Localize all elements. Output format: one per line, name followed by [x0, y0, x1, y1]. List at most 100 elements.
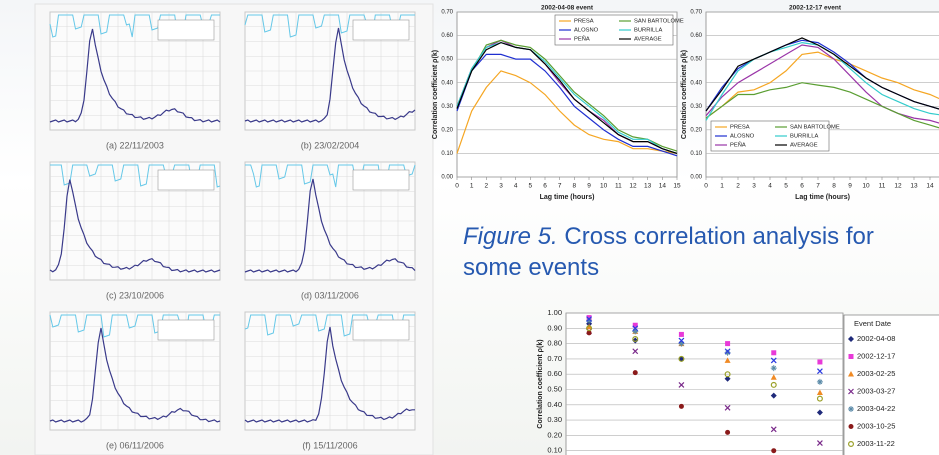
x-tick-label: 2 [736, 183, 740, 190]
point [679, 332, 684, 337]
panel-legend [158, 170, 214, 190]
legend-label: PEÑA [574, 36, 590, 43]
point [817, 359, 822, 364]
x-tick-label: 12 [894, 183, 902, 190]
x-tick-label: 8 [832, 183, 836, 190]
hydrograph-panel: (a) 22/11/2003 [50, 12, 220, 150]
y-tick-label: 0.10 [690, 151, 702, 157]
x-tick-label: 8 [573, 183, 577, 190]
panel-caption: (b) 23/02/2004 [301, 140, 360, 150]
y-tick-label: 0.20 [441, 127, 453, 133]
y-tick-label: 0.20 [690, 127, 702, 133]
legend-label: AVERAGE [634, 37, 662, 43]
legend-label: SAN BARTOLOME [790, 125, 840, 131]
legend-label: 2003-04-22 [857, 404, 895, 413]
plot-area [566, 313, 843, 455]
caption-label: Figure 5. [463, 223, 558, 250]
y-tick-label: 0.40 [441, 80, 453, 86]
x-tick-label: 11 [615, 183, 622, 190]
y-tick-label: 0.00 [690, 175, 702, 181]
legend-label: ALOSNO [574, 28, 599, 34]
x-tick-label: 7 [816, 183, 820, 190]
point [725, 430, 730, 435]
legend-label: 2002-12-17 [857, 351, 895, 360]
y-tick-label: 1.00 [547, 308, 562, 317]
y-tick-label: 0.40 [547, 400, 562, 409]
y-tick-label: 0.60 [547, 369, 562, 378]
slide: (a) 22/11/2003 (b) 23/02/2004 (c) 23/10/20… [0, 0, 939, 455]
legend-label: PEÑA [730, 142, 746, 149]
y-tick-label: 0.30 [441, 104, 453, 110]
x-tick-label: 2 [485, 183, 489, 190]
y-tick-label: 0.60 [441, 33, 453, 39]
legend-title: Event Date [854, 319, 891, 328]
legend-marker [849, 424, 854, 429]
legend-marker [849, 354, 854, 359]
y-tick-label: 0.70 [690, 10, 702, 16]
x-tick-label: 6 [800, 183, 804, 190]
legend-label: 2003-02-25 [857, 369, 895, 378]
x-tick-label: 13 [644, 183, 652, 190]
point [679, 404, 684, 409]
legend-label: SAN BARTOLOME [634, 19, 684, 25]
y-tick-label: 0.30 [547, 415, 562, 424]
x-tick-label: 1 [720, 183, 724, 190]
x-tick-label: 14 [659, 183, 667, 190]
y-tick-label: 0.60 [690, 33, 702, 39]
x-axis-label: Lag time (hours) [795, 194, 850, 201]
x-tick-label: 9 [848, 183, 852, 190]
point [725, 341, 730, 346]
hydrograph-panel: (d) 03/11/2006 [245, 162, 415, 300]
y-axis-label: Correlation coefficient ρ(k) [432, 50, 439, 139]
legend-label: BURRILLA [634, 28, 662, 34]
point [771, 350, 776, 355]
x-tick-label: 15 [673, 183, 681, 190]
x-tick-label: 10 [862, 183, 870, 190]
hydrograph-panel: (f) 15/11/2006 [245, 312, 415, 450]
hydrograph-panel: (c) 23/10/2006 [50, 162, 220, 300]
y-tick-label: 0.90 [547, 323, 562, 332]
y-tick-label: 0.50 [547, 384, 562, 393]
x-tick-label: 5 [529, 183, 533, 190]
y-tick-label: 0.50 [690, 57, 702, 63]
panel-caption: (f) 15/11/2006 [302, 440, 357, 450]
y-tick-label: 0.30 [690, 104, 702, 110]
panel-caption: (e) 06/11/2006 [106, 440, 164, 450]
legend-label: PRESA [730, 125, 750, 131]
legend-label: BURRILLA [790, 134, 818, 140]
x-tick-label: 14 [926, 183, 934, 190]
chart: 0.000.100.200.300.400.500.600.700.800.90… [537, 308, 939, 455]
legend-label: 2002-04-08 [857, 334, 895, 343]
panel-legend [353, 20, 409, 40]
chart-title: 2002-04-08 event [541, 5, 594, 12]
y-tick-label: 0.40 [690, 80, 702, 86]
y-tick-label: 0.00 [441, 175, 453, 181]
chart: 0.00 0.10 0.20 0.30 0.40 0.50 0.60 0.70 Correlat… [681, 5, 939, 201]
panel-caption: (d) 03/11/2006 [301, 290, 359, 300]
panel-legend [353, 170, 409, 190]
figure-caption: Figure 5. Cross correlation analysis for… [463, 221, 939, 283]
y-tick-label: 0.10 [441, 151, 453, 157]
chart-title: 2002-12-17 event [789, 5, 842, 12]
y-axis-label: Correlation coefficient ρ(k) [681, 50, 688, 139]
legend-label: ALOSNO [730, 134, 755, 140]
legend-label: AVERAGE [790, 143, 818, 149]
panel-legend [353, 320, 409, 340]
x-tick-label: 0 [704, 183, 708, 190]
x-tick-label: 5 [784, 183, 788, 190]
point [771, 448, 776, 453]
hydrograph-panel: (e) 06/11/2006 [50, 312, 220, 450]
panel-legend [158, 320, 214, 340]
legend-label: 2003-10-25 [857, 421, 895, 430]
x-tick-label: 4 [768, 183, 772, 190]
x-tick-label: 7 [558, 183, 562, 190]
x-axis-label: Lag time (hours) [540, 194, 595, 201]
x-tick-label: 1 [470, 183, 474, 190]
panel-legend [158, 20, 214, 40]
x-tick-label: 3 [752, 183, 756, 190]
hydrograph-panel: (b) 23/02/2004 [245, 12, 415, 150]
y-tick-label: 0.70 [547, 354, 562, 363]
x-tick-label: 0 [455, 183, 459, 190]
y-tick-label: 0.70 [441, 10, 453, 16]
y-axis-label: Correlation coefficient ρ(k) [537, 339, 544, 428]
